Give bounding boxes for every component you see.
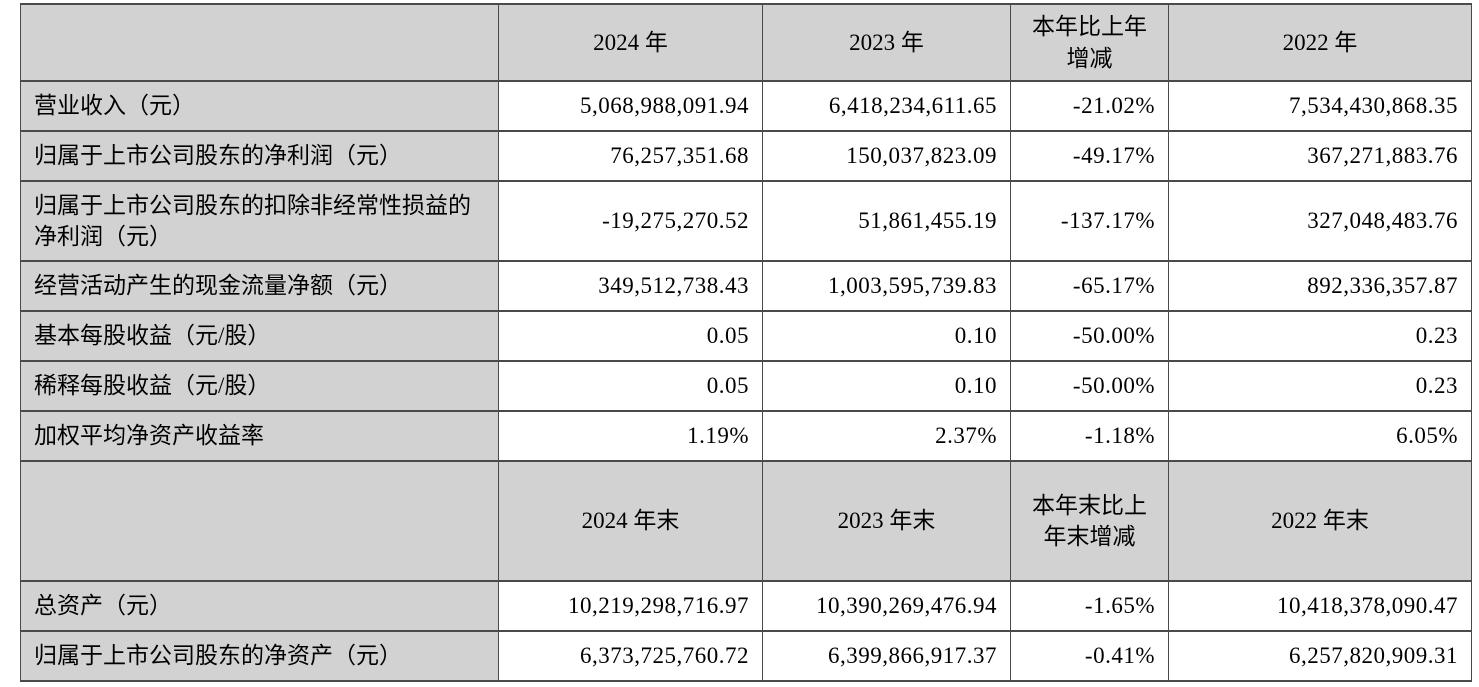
cell-value-change: -65.17% [1010, 260, 1169, 312]
cell-value-2024-end: 10,219,298,716.97 [498, 580, 763, 632]
col-header-yoy-change: 本年比上年增减 [1010, 3, 1169, 82]
table-row-operating-cash-flow: 经营活动产生的现金流量净额（元） 349,512,738.43 1,003,59… [20, 260, 1472, 312]
cell-value-change: -137.17% [1010, 180, 1169, 262]
corner-cell [20, 460, 499, 582]
cell-value-change: -1.65% [1010, 580, 1169, 632]
table-row-weighted-avg-roe: 加权平均净资产收益率 1.19% 2.37% -1.18% 6.05% [20, 410, 1472, 462]
table-row-diluted-eps: 稀释每股收益（元/股） 0.05 0.10 -50.00% 0.23 [20, 360, 1472, 412]
cell-value-2022: 892,336,357.87 [1168, 260, 1472, 312]
cell-value-2023: 6,418,234,611.65 [762, 80, 1011, 132]
cell-value-2022: 0.23 [1168, 360, 1472, 412]
table-header-row-annual: 2024 年 2023 年 本年比上年增减 2022 年 [20, 3, 1472, 82]
row-label: 经营活动产生的现金流量净额（元） [20, 260, 499, 312]
col-header-2022: 2022 年 [1168, 3, 1472, 82]
cell-value-2023: 150,037,823.09 [762, 130, 1011, 182]
table-row-net-profit-excl-nonrecurring: 归属于上市公司股东的扣除非经常性损益的净利润（元） -19,275,270.52… [20, 180, 1472, 262]
table-row-net-profit: 归属于上市公司股东的净利润（元） 76,257,351.68 150,037,8… [20, 130, 1472, 182]
row-label: 稀释每股收益（元/股） [20, 360, 499, 412]
cell-value-2024: 0.05 [498, 310, 763, 362]
col-header-2024: 2024 年 [498, 3, 763, 82]
cell-value-change: -50.00% [1010, 360, 1169, 412]
cell-value-2022: 0.23 [1168, 310, 1472, 362]
cell-value-2023: 0.10 [762, 360, 1011, 412]
row-label: 归属于上市公司股东的净资产（元） [20, 630, 499, 682]
row-label: 营业收入（元） [20, 80, 499, 132]
cell-value-change: -50.00% [1010, 310, 1169, 362]
table-row-total-assets: 总资产（元） 10,219,298,716.97 10,390,269,476.… [20, 580, 1472, 632]
cell-value-2022: 7,534,430,868.35 [1168, 80, 1472, 132]
cell-value-2022: 327,048,483.76 [1168, 180, 1472, 262]
cell-value-2024-end: 6,373,725,760.72 [498, 630, 763, 682]
cell-value-change: -0.41% [1010, 630, 1169, 682]
row-label: 加权平均净资产收益率 [20, 410, 499, 462]
col-header-2024-end: 2024 年末 [498, 460, 763, 582]
cell-value-2023: 0.10 [762, 310, 1011, 362]
cell-value-2023-end: 10,390,269,476.94 [762, 580, 1011, 632]
table-row-net-assets: 归属于上市公司股东的净资产（元） 6,373,725,760.72 6,399,… [20, 630, 1472, 682]
cell-value-change: -1.18% [1010, 410, 1169, 462]
cell-value-2023: 2.37% [762, 410, 1011, 462]
col-header-2022-end: 2022 年末 [1168, 460, 1472, 582]
cell-value-change: -21.02% [1010, 80, 1169, 132]
row-label: 归属于上市公司股东的扣除非经常性损益的净利润（元） [20, 180, 499, 262]
row-label: 归属于上市公司股东的净利润（元） [20, 130, 499, 182]
cell-value-2024: 1.19% [498, 410, 763, 462]
cell-value-2023: 51,861,455.19 [762, 180, 1011, 262]
cell-value-2022-end: 6,257,820,909.31 [1168, 630, 1472, 682]
col-header-year-end-change: 本年末比上年末增减 [1010, 460, 1169, 582]
cell-value-2024: -19,275,270.52 [498, 180, 763, 262]
col-header-2023-end: 2023 年末 [762, 460, 1011, 582]
table-row-revenue: 营业收入（元） 5,068,988,091.94 6,418,234,611.6… [20, 80, 1472, 132]
cell-value-change: -49.17% [1010, 130, 1169, 182]
cell-value-2023-end: 6,399,866,917.37 [762, 630, 1011, 682]
cell-value-2023: 1,003,595,739.83 [762, 260, 1011, 312]
cell-value-2022: 367,271,883.76 [1168, 130, 1472, 182]
cell-value-2022-end: 10,418,378,090.47 [1168, 580, 1472, 632]
financial-summary-table: 2024 年 2023 年 本年比上年增减 2022 年 营业收入（元） 5,0… [20, 3, 1472, 682]
financial-summary-table-wrap: 2024 年 2023 年 本年比上年增减 2022 年 营业收入（元） 5,0… [20, 3, 1472, 682]
table-row-basic-eps: 基本每股收益（元/股） 0.05 0.10 -50.00% 0.23 [20, 310, 1472, 362]
cell-value-2024: 349,512,738.43 [498, 260, 763, 312]
cell-value-2022: 6.05% [1168, 410, 1472, 462]
table-header-row-year-end: 2024 年末 2023 年末 本年末比上年末增减 2022 年末 [20, 460, 1472, 582]
col-header-2023: 2023 年 [762, 3, 1011, 82]
cell-value-2024: 76,257,351.68 [498, 130, 763, 182]
corner-cell [20, 3, 499, 82]
row-label: 总资产（元） [20, 580, 499, 632]
row-label: 基本每股收益（元/股） [20, 310, 499, 362]
cell-value-2024: 5,068,988,091.94 [498, 80, 763, 132]
cell-value-2024: 0.05 [498, 360, 763, 412]
